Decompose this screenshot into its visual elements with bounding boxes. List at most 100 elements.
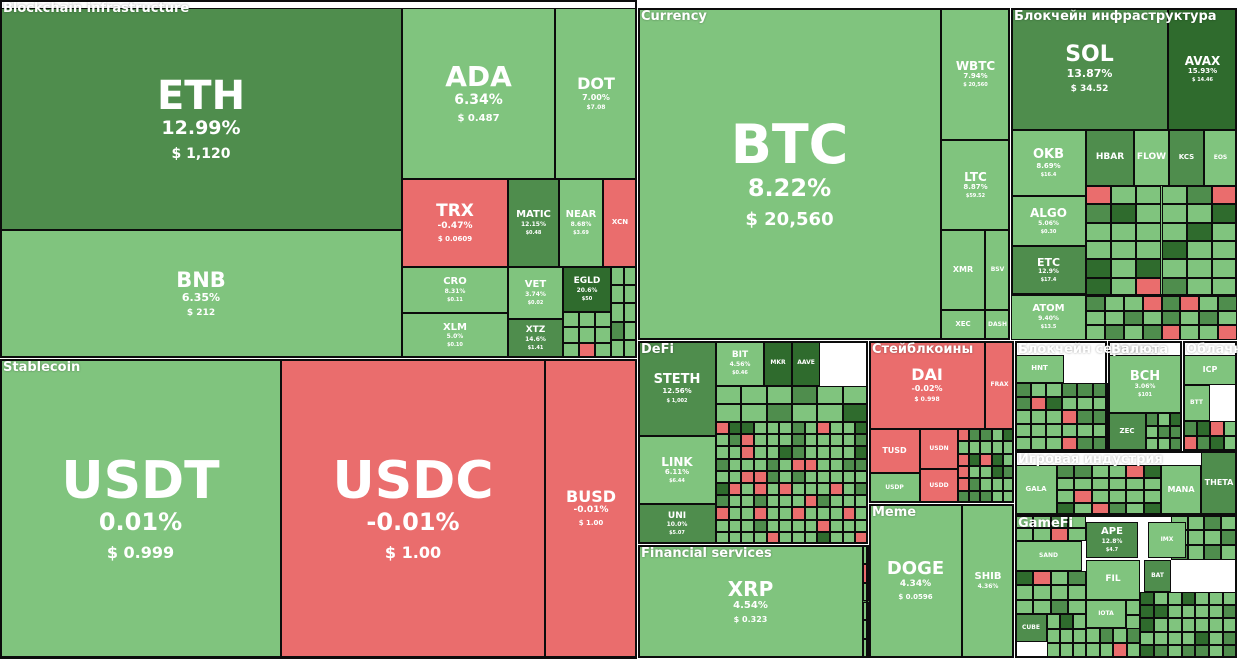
small-coin-tile[interactable] xyxy=(1220,545,1237,560)
small-coin-tile[interactable] xyxy=(1153,644,1168,658)
coin-tile-btc[interactable]: BTC 8.22% $ 20,560 xyxy=(638,8,941,340)
small-coin-tile[interactable] xyxy=(1086,241,1112,260)
small-coin-tile[interactable] xyxy=(1091,502,1109,515)
small-coin-tile[interactable] xyxy=(1002,441,1014,454)
small-coin-tile[interactable] xyxy=(1181,644,1196,658)
small-coin-tile[interactable] xyxy=(1158,425,1170,439)
small-coin-tile[interactable] xyxy=(1002,478,1014,491)
small-coin-tile[interactable] xyxy=(1170,425,1182,439)
small-coin-tile[interactable] xyxy=(716,519,729,532)
small-coin-tile[interactable] xyxy=(716,386,742,404)
small-coin-tile[interactable] xyxy=(804,458,818,471)
small-coin-tile[interactable] xyxy=(1161,222,1187,241)
small-coin-tile[interactable] xyxy=(1161,310,1181,326)
coin-tile-zec[interactable]: ZEC xyxy=(1108,413,1146,451)
small-coin-tile[interactable] xyxy=(1015,410,1031,424)
small-coin-tile[interactable] xyxy=(716,483,729,496)
small-coin-tile[interactable] xyxy=(958,490,970,503)
small-coin-tile[interactable] xyxy=(1223,605,1237,619)
small-coin-tile[interactable] xyxy=(817,483,830,496)
coin-tile-xcn[interactable]: XCN xyxy=(603,179,637,267)
small-coin-tile[interactable] xyxy=(804,507,818,520)
small-coin-tile[interactable] xyxy=(728,495,742,508)
coin-tile-bsv[interactable]: BSV xyxy=(985,230,1010,310)
small-coin-tile[interactable] xyxy=(969,429,981,442)
small-coin-tile[interactable] xyxy=(842,495,856,508)
small-coin-tile[interactable] xyxy=(1030,383,1046,397)
small-coin-tile[interactable] xyxy=(1061,383,1077,397)
small-coin-tile[interactable] xyxy=(1060,628,1073,644)
small-coin-tile[interactable] xyxy=(1092,410,1108,424)
coin-tile-gala[interactable]: GALA xyxy=(1015,465,1057,515)
coin-tile-dai[interactable]: DAI -0.02% $ 0.998 xyxy=(869,341,985,429)
small-coin-tile[interactable] xyxy=(766,458,780,471)
small-coin-tile[interactable] xyxy=(1068,515,1086,528)
small-coin-tile[interactable] xyxy=(1057,490,1075,503)
coin-tile-aave[interactable]: AAVE xyxy=(792,341,820,386)
coin-tile-usdc[interactable]: USDC -0.01% $ 1.00 xyxy=(281,359,545,657)
small-coin-tile[interactable] xyxy=(1030,423,1046,438)
small-coin-tile[interactable] xyxy=(624,267,637,286)
small-coin-tile[interactable] xyxy=(991,441,1003,454)
small-coin-tile[interactable] xyxy=(1111,241,1137,260)
small-coin-tile[interactable] xyxy=(624,339,637,358)
small-coin-tile[interactable] xyxy=(817,507,830,520)
small-coin-tile[interactable] xyxy=(1218,310,1237,326)
small-coin-tile[interactable] xyxy=(611,339,624,358)
small-coin-tile[interactable] xyxy=(980,466,992,479)
small-coin-tile[interactable] xyxy=(1153,618,1168,632)
small-coin-tile[interactable] xyxy=(741,404,767,422)
coin-tile-kcs[interactable]: KCS xyxy=(1169,130,1204,186)
coin-tile-bit[interactable]: BIT 4.56% $0.46 xyxy=(716,341,764,386)
small-coin-tile[interactable] xyxy=(1136,204,1162,223)
small-coin-tile[interactable] xyxy=(1060,614,1073,629)
small-coin-tile[interactable] xyxy=(1170,438,1182,451)
small-coin-tile[interactable] xyxy=(779,483,792,496)
coin-tile-xec[interactable]: XEC xyxy=(941,310,985,340)
small-coin-tile[interactable] xyxy=(1123,325,1143,340)
small-coin-tile[interactable] xyxy=(611,267,624,286)
small-coin-tile[interactable] xyxy=(804,495,818,508)
small-coin-tile[interactable] xyxy=(855,483,868,496)
small-coin-tile[interactable] xyxy=(1211,204,1237,223)
small-coin-tile[interactable] xyxy=(1187,530,1204,545)
coin-tile-busd[interactable]: BUSD -0.01% $ 1.00 xyxy=(545,359,637,657)
coin-tile-eos[interactable]: EOS xyxy=(1204,130,1237,186)
small-coin-tile[interactable] xyxy=(1086,643,1100,658)
small-coin-tile[interactable] xyxy=(779,434,792,447)
small-coin-tile[interactable] xyxy=(830,483,843,496)
small-coin-tile[interactable] xyxy=(1146,425,1158,439)
small-coin-tile[interactable] xyxy=(855,422,868,435)
small-coin-tile[interactable] xyxy=(958,441,970,454)
coin-tile-xrp[interactable]: XRP 4.54% $ 0.323 xyxy=(638,545,863,658)
small-coin-tile[interactable] xyxy=(1015,528,1033,541)
small-coin-tile[interactable] xyxy=(969,466,981,479)
small-coin-tile[interactable] xyxy=(817,531,830,544)
small-coin-tile[interactable] xyxy=(595,312,611,328)
small-coin-tile[interactable] xyxy=(766,470,780,483)
small-coin-tile[interactable] xyxy=(1074,502,1092,515)
small-coin-tile[interactable] xyxy=(958,466,970,479)
coin-tile-icp[interactable]: ICP xyxy=(1183,355,1237,385)
small-coin-tile[interactable] xyxy=(1142,310,1162,326)
small-coin-tile[interactable] xyxy=(792,519,805,532)
small-coin-tile[interactable] xyxy=(741,531,754,544)
small-coin-tile[interactable] xyxy=(1209,618,1224,632)
small-coin-tile[interactable] xyxy=(1209,592,1224,606)
small-coin-tile[interactable] xyxy=(1181,618,1196,632)
coin-tile-bnb[interactable]: BNB 6.35% $ 212 xyxy=(0,230,402,358)
coin-tile-cro[interactable]: CRO 8.31% $0.11 xyxy=(402,267,508,313)
small-coin-tile[interactable] xyxy=(1204,530,1221,545)
small-coin-tile[interactable] xyxy=(830,470,843,483)
small-coin-tile[interactable] xyxy=(766,531,780,544)
small-coin-tile[interactable] xyxy=(741,446,754,459)
small-coin-tile[interactable] xyxy=(1015,423,1031,438)
small-coin-tile[interactable] xyxy=(1032,599,1051,614)
small-coin-tile[interactable] xyxy=(855,519,868,532)
small-coin-tile[interactable] xyxy=(1210,436,1224,451)
small-coin-tile[interactable] xyxy=(1060,643,1073,658)
small-coin-tile[interactable] xyxy=(1180,310,1200,326)
small-coin-tile[interactable] xyxy=(1030,410,1046,424)
small-coin-tile[interactable] xyxy=(1186,241,1212,260)
small-coin-tile[interactable] xyxy=(1140,644,1154,658)
